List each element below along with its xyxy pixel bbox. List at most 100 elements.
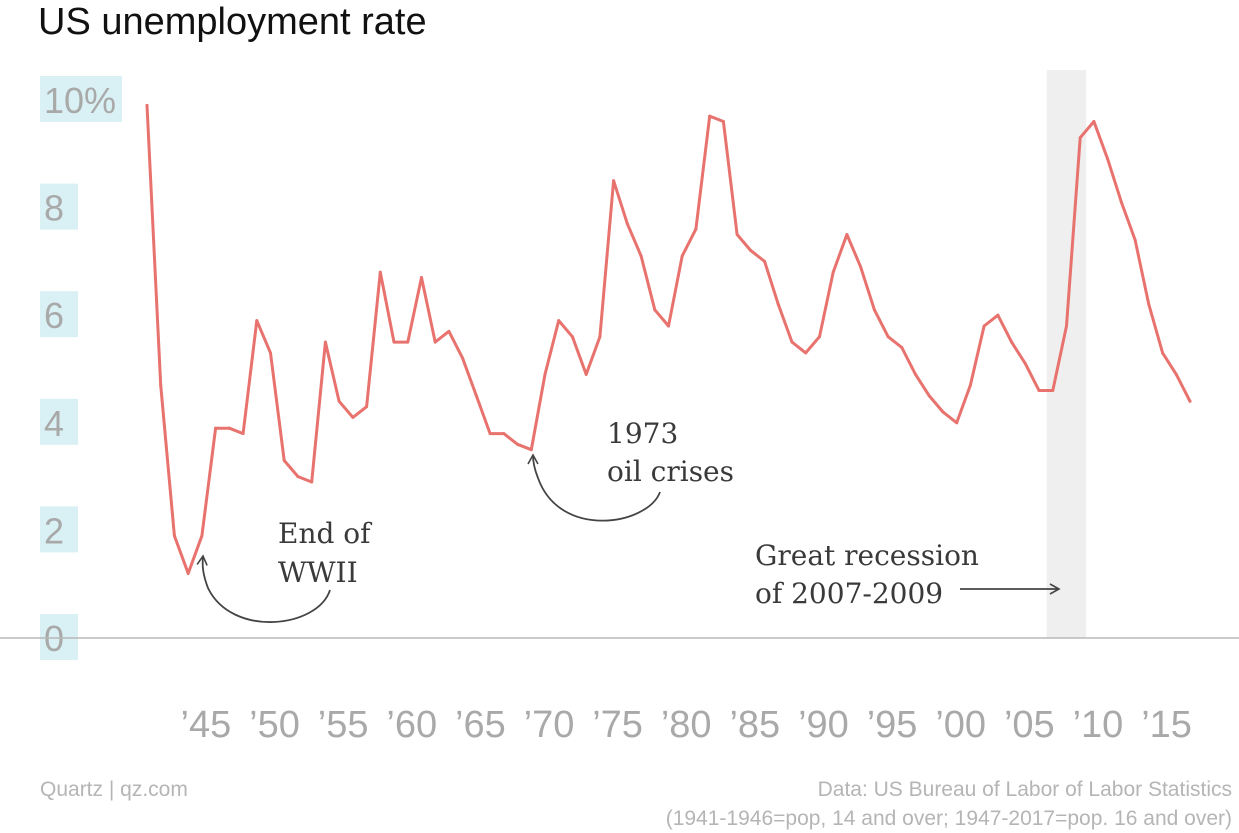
data-point-1944 (186, 571, 190, 575)
data-point-2003 (996, 313, 1000, 317)
x-tick-label-2015: ’15 (1141, 704, 1192, 746)
data-point-1986 (763, 259, 767, 263)
data-point-1994 (872, 308, 876, 312)
data-point-1991 (831, 270, 835, 274)
annotation-oil-crises-line1: 1973 (607, 417, 678, 450)
annotation-great-recession: Great recession of 2007-2009 (755, 539, 1061, 610)
data-point-2016 (1174, 372, 1178, 376)
x-tick-label-1975: ’75 (592, 704, 643, 746)
data-point-2008 (1064, 324, 1068, 328)
data-point-2017 (1188, 399, 1192, 403)
data-point-2006 (1037, 389, 1041, 393)
data-point-2009 (1078, 136, 1082, 140)
annotation-oil-crises-line2: oil crises (607, 455, 734, 488)
data-point-2012 (1119, 200, 1123, 204)
data-point-1955 (337, 399, 341, 403)
x-tick-label-1980: ’80 (661, 704, 712, 746)
data-point-2011 (1106, 157, 1110, 161)
y-tick-label-4: 4 (44, 403, 64, 444)
y-tick-bg-2 (40, 506, 78, 553)
data-point-1998 (927, 394, 931, 398)
y-tick-label-10%: 10% (44, 80, 116, 121)
data-point-1949 (255, 319, 259, 323)
annotation-oil-crises-arrow (527, 453, 661, 522)
data-point-2010 (1092, 120, 1096, 124)
data-point-1977 (639, 254, 643, 258)
data-point-1953 (310, 480, 314, 484)
annotation-great-recession-line1: Great recession (755, 539, 979, 572)
data-point-1964 (461, 356, 465, 360)
annotation-great-recession-line2: of 2007-2009 (755, 577, 943, 610)
data-point-1951 (282, 458, 286, 462)
series-line-0 (145, 103, 1192, 575)
y-tick-label-2: 2 (44, 510, 64, 551)
data-point-1972 (570, 335, 574, 339)
data-point-1989 (804, 351, 808, 355)
data-point-1945 (200, 534, 204, 538)
data-point-1978 (653, 308, 657, 312)
y-tick-bg-8 (40, 183, 78, 230)
source-line-2: (1941-1946=pop, 14 and over; 1947-2017=p… (666, 807, 1232, 830)
data-point-1996 (900, 345, 904, 349)
x-tick-label-1965: ’65 (455, 704, 506, 746)
source-line-1: Data: US Bureau of Labor of Labor Statis… (818, 778, 1232, 801)
data-point-1988 (790, 340, 794, 344)
data-point-1943 (172, 534, 176, 538)
data-point-1958 (378, 270, 382, 274)
data-point-1960 (406, 340, 410, 344)
data-point-2014 (1147, 302, 1151, 306)
annotation-oil-crises: 1973 oil crises (527, 417, 734, 522)
data-point-1959 (392, 340, 396, 344)
x-tick-label-1995: ’95 (867, 704, 918, 746)
data-point-1999 (941, 410, 945, 414)
data-point-1982 (708, 114, 712, 118)
x-tick-label-1945: ’45 (181, 704, 232, 746)
data-point-2015 (1161, 351, 1165, 355)
annotation-end-of-wwii: End of WWII (196, 517, 373, 623)
data-point-2013 (1133, 238, 1137, 242)
data-point-1970 (543, 372, 547, 376)
annotation-end-of-wwii-line2: WWII (278, 556, 358, 589)
data-point-1961 (419, 276, 423, 280)
data-point-1993 (859, 265, 863, 269)
y-tick-label-8: 8 (44, 188, 64, 229)
data-point-1985 (749, 249, 753, 253)
data-point-1957 (365, 405, 369, 409)
data-point-1981 (694, 227, 698, 231)
data-point-1992 (845, 233, 849, 236)
x-tick-label-2005: ’05 (1004, 704, 1055, 746)
x-tick-label-1960: ’60 (386, 704, 437, 746)
y-tick-bg-4 (40, 398, 78, 445)
data-point-1995 (886, 335, 890, 339)
data-point-1948 (241, 432, 245, 436)
x-tick-label-2000: ’00 (935, 704, 986, 746)
data-point-2007 (1051, 389, 1055, 393)
data-point-1966 (488, 432, 492, 436)
data-point-2005 (1023, 362, 1027, 366)
data-point-1987 (776, 302, 780, 306)
data-point-1965 (474, 394, 478, 398)
x-tick-label-1970: ’70 (524, 704, 575, 746)
data-point-1956 (351, 415, 355, 419)
data-point-1941 (145, 103, 149, 107)
data-point-1969 (529, 448, 533, 452)
data-point-1946 (214, 426, 218, 430)
data-point-1980 (680, 254, 684, 258)
data-point-1979 (667, 324, 670, 328)
x-tick-label-1955: ’55 (318, 704, 369, 746)
data-point-2002 (982, 324, 986, 328)
annotation-end-of-wwii-line1: End of (278, 517, 373, 550)
data-point-1990 (817, 335, 821, 339)
data-point-1967 (502, 432, 506, 436)
data-point-2001 (968, 383, 972, 387)
y-tick-bg-6 (40, 291, 78, 338)
data-point-1973 (584, 372, 588, 376)
data-point-1984 (735, 233, 739, 236)
data-point-1950 (269, 351, 273, 355)
credit-left: Quartz | qz.com (40, 778, 188, 801)
data-point-1952 (296, 475, 300, 479)
data-point-1962 (433, 340, 437, 344)
y-tick-label-6: 6 (44, 295, 64, 336)
data-point-1942 (159, 383, 163, 387)
